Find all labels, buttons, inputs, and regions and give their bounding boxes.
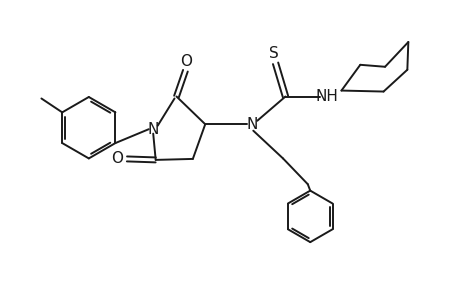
Text: NH: NH — [314, 89, 337, 104]
Text: N: N — [246, 117, 257, 132]
Text: N: N — [147, 122, 158, 137]
Text: O: O — [112, 152, 123, 166]
Text: S: S — [268, 46, 278, 61]
Text: O: O — [180, 54, 192, 69]
